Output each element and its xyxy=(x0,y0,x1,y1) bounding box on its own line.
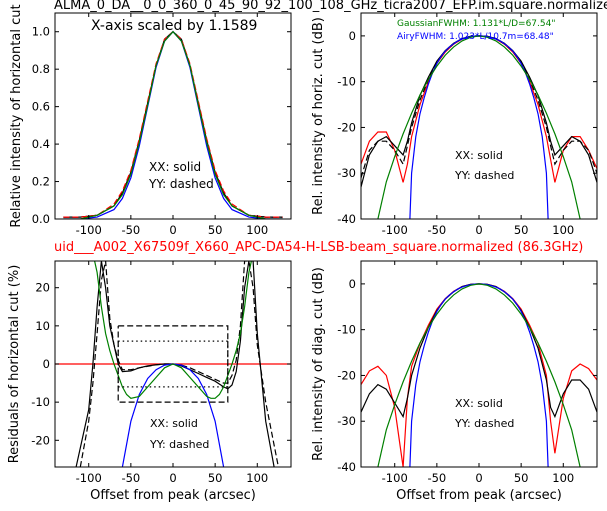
x-tick-label: -50 xyxy=(121,223,140,237)
plot-area-tr xyxy=(361,35,597,219)
x-axis-label: Offset from peak (arcsec) xyxy=(90,488,256,503)
annotation-tl-1: XX: solid xyxy=(149,160,201,174)
y-tick-label: 0.8 xyxy=(32,62,50,76)
series-line-br-3 xyxy=(377,283,581,467)
x-tick-label: -50 xyxy=(121,471,140,485)
y-tick-label: -40 xyxy=(337,460,356,474)
x-tick-label: 50 xyxy=(514,471,529,485)
x-tick-label: 50 xyxy=(208,471,223,485)
y-tick-label: 0 xyxy=(349,29,356,43)
y-tick-label: 0.2 xyxy=(32,175,50,189)
y-tick-label: 0.0 xyxy=(32,212,50,226)
y-axis-label: Rel. intensity of diag. cut (dB) xyxy=(311,267,326,461)
x-tick-label: -100 xyxy=(76,471,102,485)
plot-area-tl xyxy=(63,30,283,219)
annotation-tr-0: GaussianFWHM: 1.131*L/D=67.54" xyxy=(397,19,555,29)
y-tick-label: 20 xyxy=(35,281,50,295)
y-axis-label: Residuals of horizontal cut (%) xyxy=(7,265,22,464)
y-tick-label: -40 xyxy=(337,212,356,226)
y-tick-label: 0 xyxy=(349,277,356,291)
y-tick-label: -10 xyxy=(337,75,356,89)
annotation-tl-2: YY: dashed xyxy=(148,177,214,191)
x-tick-label: 0 xyxy=(169,471,176,485)
x-tick-label: -50 xyxy=(427,223,446,237)
x-tick-label: -50 xyxy=(427,471,446,485)
x-tick-label: -100 xyxy=(382,223,408,237)
annotation-br-1: YY: dashed xyxy=(454,417,514,430)
plot-area-br xyxy=(361,283,597,467)
plot-area-bl xyxy=(55,261,291,467)
y-tick-label: -10 xyxy=(31,395,50,409)
top-title: ALMA_0_DA__0_0_360_0_45_90_92_100_108_GH… xyxy=(54,0,607,13)
annotation-bl-0: XX: solid xyxy=(150,417,198,430)
y-tick-label: -20 xyxy=(337,120,356,134)
x-tick-label: 100 xyxy=(246,223,268,237)
annotation-tl-0: X-axis scaled by 1.1589 xyxy=(91,18,257,34)
series-line-bl-5 xyxy=(117,325,229,403)
x-tick-label: 100 xyxy=(552,223,574,237)
mid-title: uid___A002_X67509f_X660_APC-DA54-H-LSB-b… xyxy=(54,240,583,255)
x-tick-label: 50 xyxy=(514,223,529,237)
y-tick-label: 10 xyxy=(35,319,50,333)
x-tick-label: 50 xyxy=(208,223,223,237)
annotation-br-0: XX: solid xyxy=(455,397,503,410)
annotation-tr-2: XX: solid xyxy=(455,149,503,162)
x-tick-label: -100 xyxy=(382,471,408,485)
x-tick-label: 100 xyxy=(246,471,268,485)
series-line-bl-4 xyxy=(94,261,252,399)
chart-tr: -100 -50 0 50 100 0 -10 -20 -30 -40 Rel. intensity… xyxy=(311,12,598,237)
y-tick-label: 1.0 xyxy=(32,25,50,39)
y-tick-label: 0.4 xyxy=(32,137,50,151)
y-tick-label: -10 xyxy=(337,323,356,337)
x-tick-label: -100 xyxy=(76,223,102,237)
annotation-tr-1: AiryFWHM: 1.023*L/10.7m=68.48" xyxy=(397,32,554,42)
annotation-tr-3: YY: dashed xyxy=(454,169,514,182)
x-tick-label: 0 xyxy=(475,223,482,237)
y-tick-label: -30 xyxy=(337,166,356,180)
y-axis-label: Relative intensity of horizontal cut xyxy=(9,4,24,227)
y-tick-label: -20 xyxy=(337,368,356,382)
series-line-tr-4 xyxy=(377,35,581,219)
annotation-bl-1: YY: dashed xyxy=(149,438,209,451)
x-tick-label: 0 xyxy=(169,223,176,237)
chart-br: -100 -50 0 50 100 0 -10 -20 -30 -40 Offset from pe… xyxy=(311,260,598,503)
y-tick-label: -30 xyxy=(337,414,356,428)
y-tick-label: 0.6 xyxy=(32,100,50,114)
series-line-tl-4 xyxy=(63,30,283,219)
y-tick-label: 0 xyxy=(43,357,50,371)
y-axis-label: Rel. intensity of horiz. cut (dB) xyxy=(311,17,326,215)
y-tick-label: -20 xyxy=(31,433,50,447)
x-axis-label: Offset from peak (arcsec) xyxy=(396,488,562,503)
x-tick-label: 0 xyxy=(475,471,482,485)
chart-tl: -100 -50 0 50 100 0.0 0.2 0.4 0.6 0.8 1.0 Relative … xyxy=(9,4,292,237)
x-tick-label: 100 xyxy=(552,471,574,485)
